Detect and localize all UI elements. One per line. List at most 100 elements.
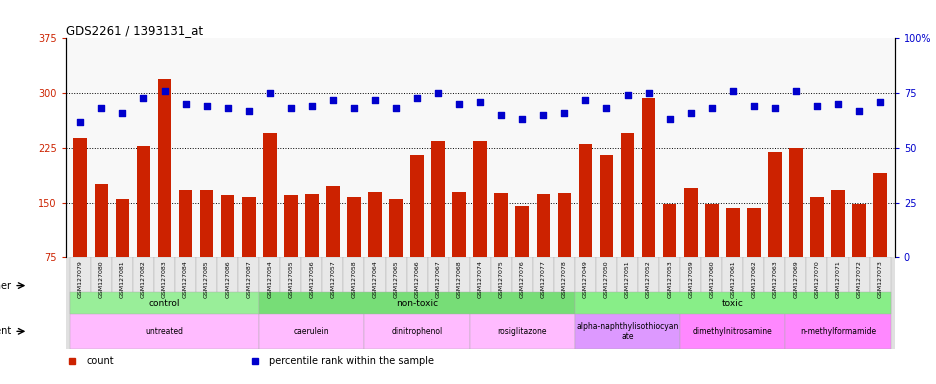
Point [409,94,424,101]
Text: GDS2261 / 1393131_at: GDS2261 / 1393131_at [66,24,202,37]
Bar [301,257,322,314]
Bar [810,197,823,312]
Bar [848,257,869,314]
Text: GSM127051: GSM127051 [624,260,629,298]
Bar [746,208,760,312]
Bar [259,314,364,349]
Bar [662,204,676,312]
Bar [73,138,87,312]
Bar [69,292,259,314]
Text: GSM127079: GSM127079 [78,260,82,298]
Bar [557,193,571,312]
Bar [452,192,465,312]
Text: GSM127077: GSM127077 [540,260,546,298]
Bar [305,194,318,312]
Point [514,116,529,122]
Bar [578,144,592,312]
Text: GSM127085: GSM127085 [204,260,209,298]
Point [388,106,403,112]
Text: GSM127052: GSM127052 [646,260,651,298]
Bar [806,257,826,314]
Point [787,88,802,94]
Bar [95,184,108,312]
Bar [343,257,364,314]
Point [767,106,782,112]
Text: GSM127069: GSM127069 [793,260,797,298]
Bar [196,257,217,314]
Point [94,106,109,112]
Point [304,103,319,109]
Point [871,99,886,105]
Text: control: control [149,298,180,308]
Text: GSM127068: GSM127068 [456,260,461,298]
Point [620,92,635,98]
Bar [575,314,680,349]
Point [578,97,592,103]
Bar [238,257,259,314]
Text: percentile rank within the sample: percentile rank within the sample [269,356,433,366]
Text: GSM127067: GSM127067 [435,260,440,298]
Bar [869,257,890,314]
Bar [280,257,301,314]
Bar [199,190,213,312]
Bar [617,257,637,314]
Bar [784,257,806,314]
Bar [658,257,680,314]
Bar [69,314,259,349]
Bar [641,98,654,312]
Bar [872,174,886,312]
Bar [175,257,196,314]
Text: agent: agent [0,326,11,336]
Point [431,90,446,96]
Bar [599,155,613,312]
Text: GSM127072: GSM127072 [856,260,860,298]
Bar [284,195,298,312]
Text: GSM127066: GSM127066 [414,260,419,298]
Bar [533,257,553,314]
Bar [91,257,111,314]
Point [367,97,382,103]
Bar [830,190,844,312]
Point [809,103,824,109]
Bar [595,257,617,314]
Text: GSM127081: GSM127081 [120,260,124,298]
Text: GSM127084: GSM127084 [183,260,188,298]
Bar [115,199,129,312]
Text: GSM127083: GSM127083 [162,260,167,298]
Bar [620,133,634,312]
Point [220,106,235,112]
Text: GSM127056: GSM127056 [309,260,314,298]
Bar [137,146,150,312]
Point [325,97,340,103]
Bar [326,186,340,312]
Point [556,110,571,116]
Point [346,106,361,112]
Point [198,103,213,109]
Bar [259,257,280,314]
Text: GSM127063: GSM127063 [771,260,777,298]
Bar [515,206,529,312]
Bar [784,314,890,349]
Point [851,108,866,114]
Text: GSM127087: GSM127087 [246,260,251,298]
Text: GSM127050: GSM127050 [604,260,608,298]
Bar [431,141,445,312]
Text: GSM127086: GSM127086 [225,260,230,298]
Point [136,94,151,101]
Bar [111,257,133,314]
Point [829,101,844,107]
Text: untreated: untreated [145,327,183,336]
Point [535,112,550,118]
Text: dinitrophenol: dinitrophenol [391,327,442,336]
Text: alpha-naphthylisothiocyan
ate: alpha-naphthylisothiocyan ate [576,322,678,341]
Text: GSM127062: GSM127062 [751,260,755,298]
Bar [179,190,192,312]
Bar [553,257,575,314]
Bar [700,257,722,314]
Point [451,101,466,107]
Bar [322,257,343,314]
Text: GSM127076: GSM127076 [519,260,524,298]
Text: GSM127078: GSM127078 [562,260,566,298]
Bar [406,257,427,314]
Point [662,116,677,122]
